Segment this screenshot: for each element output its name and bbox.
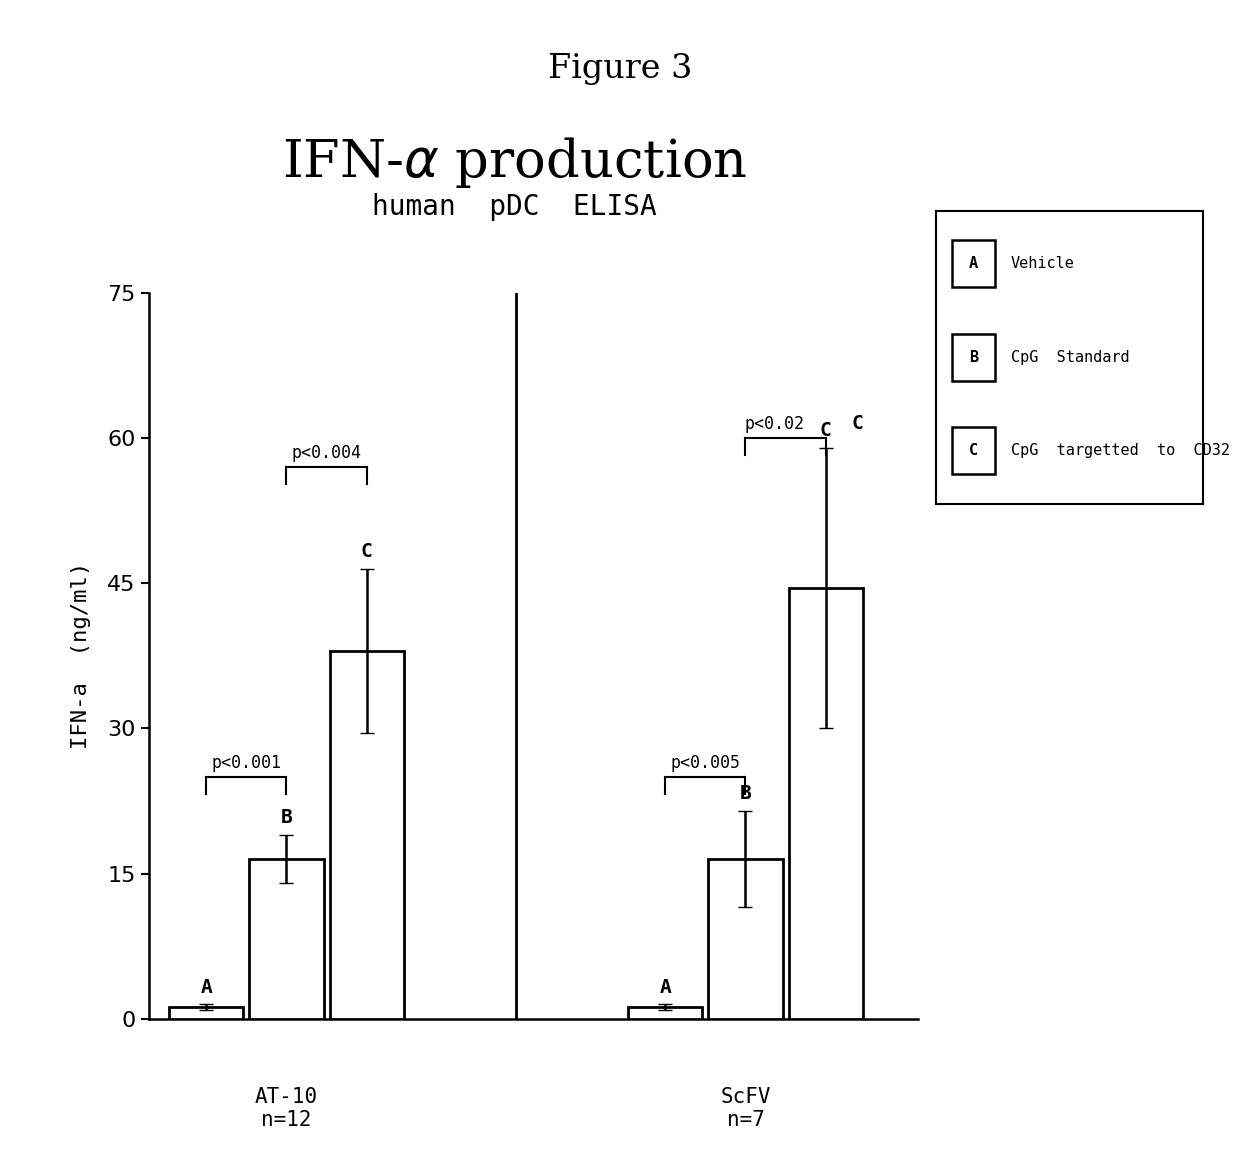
Bar — [169, 1007, 243, 1019]
Text: C: C — [968, 444, 978, 458]
Text: Vehicle: Vehicle — [1011, 256, 1075, 271]
Text: p<0.005: p<0.005 — [671, 754, 740, 772]
Text: ScFV
n=7: ScFV n=7 — [720, 1087, 771, 1130]
Y-axis label: IFN-a  (ng/ml): IFN-a (ng/ml) — [71, 562, 91, 749]
Bar — [627, 1007, 702, 1019]
Text: p<0.02: p<0.02 — [744, 415, 805, 433]
Text: p<0.001: p<0.001 — [211, 754, 281, 772]
Text: p<0.004: p<0.004 — [291, 444, 362, 463]
Text: A: A — [660, 978, 671, 997]
Text: C: C — [820, 420, 832, 440]
Text: A: A — [968, 256, 978, 271]
Text: B: B — [968, 350, 978, 364]
Text: CpG  Standard: CpG Standard — [1011, 350, 1130, 364]
Text: B: B — [280, 808, 293, 827]
Text: C: C — [361, 542, 373, 561]
Text: B: B — [739, 783, 751, 803]
Bar — [952, 240, 994, 287]
Text: AT-10
n=12: AT-10 n=12 — [255, 1087, 317, 1130]
Text: human  pDC  ELISA: human pDC ELISA — [372, 193, 657, 221]
Text: A: A — [201, 978, 212, 997]
Bar — [789, 588, 863, 1019]
Text: Figure 3: Figure 3 — [548, 53, 692, 84]
Bar — [249, 860, 324, 1019]
Bar — [952, 427, 994, 474]
Text: CpG  targetted  to  CD32: CpG targetted to CD32 — [1011, 444, 1230, 458]
Text: IFN-$\alpha$ production: IFN-$\alpha$ production — [281, 135, 748, 190]
Bar — [952, 334, 994, 381]
Text: C: C — [851, 415, 863, 433]
Bar — [330, 651, 404, 1019]
Bar — [708, 860, 782, 1019]
